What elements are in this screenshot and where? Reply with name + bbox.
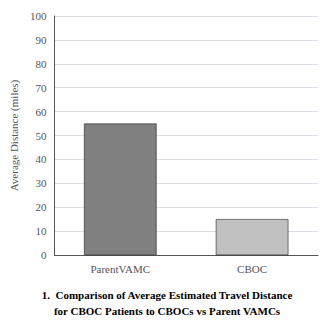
svg-text:CBOC: CBOC: [237, 263, 267, 275]
svg-text:50: 50: [35, 130, 47, 142]
svg-text:0: 0: [41, 249, 47, 261]
svg-text:Average Distance (miles): Average Distance (miles): [8, 79, 21, 191]
svg-text:80: 80: [35, 58, 47, 70]
svg-text:20: 20: [35, 201, 47, 213]
svg-text:1. Comparison of Average Esti: 1. Comparison of Average Estimated Trave…: [42, 289, 293, 301]
svg-text:10: 10: [35, 225, 47, 237]
svg-text:90: 90: [35, 34, 47, 46]
svg-text:for CBOC Patients to CBOCs vs: for CBOC Patients to CBOCs vs Parent VAM…: [54, 305, 281, 317]
svg-text:60: 60: [35, 106, 47, 118]
svg-text:40: 40: [35, 153, 47, 165]
svg-text:30: 30: [35, 177, 47, 189]
svg-text:100: 100: [30, 10, 47, 22]
svg-text:70: 70: [35, 82, 47, 94]
svg-text:ParentVAMC: ParentVAMC: [90, 263, 150, 275]
